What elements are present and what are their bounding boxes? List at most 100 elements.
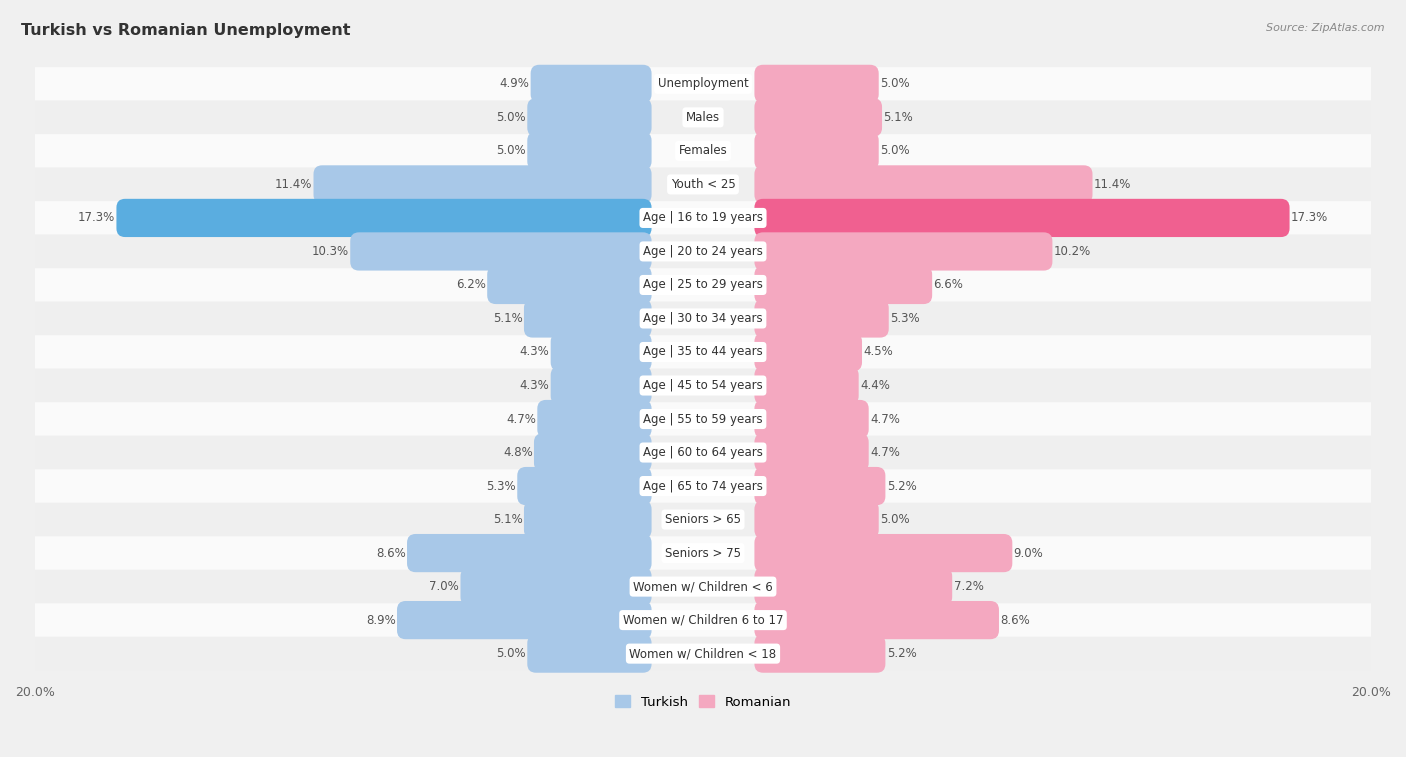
FancyBboxPatch shape: [755, 534, 1012, 572]
Text: 8.6%: 8.6%: [1000, 614, 1031, 627]
FancyBboxPatch shape: [755, 467, 886, 505]
Text: 4.9%: 4.9%: [499, 77, 529, 90]
FancyBboxPatch shape: [755, 568, 952, 606]
Text: 8.6%: 8.6%: [375, 547, 406, 559]
FancyBboxPatch shape: [35, 302, 1371, 335]
FancyBboxPatch shape: [755, 132, 879, 170]
Text: 5.0%: 5.0%: [880, 513, 910, 526]
Text: 5.3%: 5.3%: [486, 479, 516, 493]
FancyBboxPatch shape: [35, 536, 1371, 570]
Text: 5.0%: 5.0%: [880, 77, 910, 90]
Text: 5.0%: 5.0%: [496, 145, 526, 157]
Text: Age | 65 to 74 years: Age | 65 to 74 years: [643, 479, 763, 493]
FancyBboxPatch shape: [527, 634, 651, 673]
Text: Age | 45 to 54 years: Age | 45 to 54 years: [643, 379, 763, 392]
FancyBboxPatch shape: [35, 637, 1371, 671]
FancyBboxPatch shape: [755, 232, 1053, 270]
Text: 11.4%: 11.4%: [274, 178, 312, 191]
Text: Age | 35 to 44 years: Age | 35 to 44 years: [643, 345, 763, 359]
FancyBboxPatch shape: [755, 266, 932, 304]
Text: 7.0%: 7.0%: [429, 580, 460, 593]
FancyBboxPatch shape: [755, 400, 869, 438]
FancyBboxPatch shape: [35, 503, 1371, 536]
Text: 11.4%: 11.4%: [1094, 178, 1132, 191]
Text: 5.1%: 5.1%: [494, 312, 523, 325]
FancyBboxPatch shape: [35, 235, 1371, 268]
Text: 5.0%: 5.0%: [880, 145, 910, 157]
Text: 5.2%: 5.2%: [887, 647, 917, 660]
FancyBboxPatch shape: [755, 199, 1289, 237]
Text: 5.3%: 5.3%: [890, 312, 920, 325]
FancyBboxPatch shape: [534, 434, 651, 472]
Text: 10.3%: 10.3%: [312, 245, 349, 258]
FancyBboxPatch shape: [755, 98, 882, 136]
Text: 5.1%: 5.1%: [494, 513, 523, 526]
Text: Turkish vs Romanian Unemployment: Turkish vs Romanian Unemployment: [21, 23, 350, 38]
FancyBboxPatch shape: [117, 199, 651, 237]
FancyBboxPatch shape: [551, 333, 651, 371]
FancyBboxPatch shape: [35, 402, 1371, 436]
Text: Seniors > 65: Seniors > 65: [665, 513, 741, 526]
FancyBboxPatch shape: [527, 132, 651, 170]
Text: Age | 20 to 24 years: Age | 20 to 24 years: [643, 245, 763, 258]
Text: 5.2%: 5.2%: [887, 479, 917, 493]
FancyBboxPatch shape: [524, 299, 651, 338]
Text: 5.1%: 5.1%: [883, 111, 912, 124]
Text: 5.0%: 5.0%: [496, 111, 526, 124]
Text: Women w/ Children 6 to 17: Women w/ Children 6 to 17: [623, 614, 783, 627]
FancyBboxPatch shape: [396, 601, 651, 639]
FancyBboxPatch shape: [35, 167, 1371, 201]
Text: Unemployment: Unemployment: [658, 77, 748, 90]
Text: 4.4%: 4.4%: [860, 379, 890, 392]
Text: 4.3%: 4.3%: [520, 345, 550, 359]
FancyBboxPatch shape: [35, 201, 1371, 235]
Text: Women w/ Children < 18: Women w/ Children < 18: [630, 647, 776, 660]
FancyBboxPatch shape: [35, 469, 1371, 503]
FancyBboxPatch shape: [755, 299, 889, 338]
Text: 4.7%: 4.7%: [870, 446, 900, 459]
Text: Age | 55 to 59 years: Age | 55 to 59 years: [643, 413, 763, 425]
Text: Women w/ Children < 6: Women w/ Children < 6: [633, 580, 773, 593]
FancyBboxPatch shape: [314, 165, 651, 204]
Text: 4.3%: 4.3%: [520, 379, 550, 392]
Text: 10.2%: 10.2%: [1053, 245, 1091, 258]
Text: Age | 30 to 34 years: Age | 30 to 34 years: [643, 312, 763, 325]
Text: 4.5%: 4.5%: [863, 345, 893, 359]
FancyBboxPatch shape: [755, 434, 869, 472]
FancyBboxPatch shape: [755, 601, 1000, 639]
Text: 4.7%: 4.7%: [870, 413, 900, 425]
FancyBboxPatch shape: [524, 500, 651, 539]
FancyBboxPatch shape: [755, 333, 862, 371]
FancyBboxPatch shape: [35, 335, 1371, 369]
FancyBboxPatch shape: [530, 65, 651, 103]
Text: Age | 16 to 19 years: Age | 16 to 19 years: [643, 211, 763, 224]
FancyBboxPatch shape: [35, 369, 1371, 402]
FancyBboxPatch shape: [527, 98, 651, 136]
Text: Males: Males: [686, 111, 720, 124]
Text: Youth < 25: Youth < 25: [671, 178, 735, 191]
Text: 4.7%: 4.7%: [506, 413, 536, 425]
Text: Age | 60 to 64 years: Age | 60 to 64 years: [643, 446, 763, 459]
Text: 6.2%: 6.2%: [456, 279, 486, 291]
FancyBboxPatch shape: [755, 634, 886, 673]
FancyBboxPatch shape: [551, 366, 651, 405]
FancyBboxPatch shape: [755, 366, 859, 405]
Text: Females: Females: [679, 145, 727, 157]
FancyBboxPatch shape: [35, 67, 1371, 101]
Text: 17.3%: 17.3%: [1291, 211, 1329, 224]
FancyBboxPatch shape: [755, 65, 879, 103]
Text: 17.3%: 17.3%: [77, 211, 115, 224]
Text: 9.0%: 9.0%: [1014, 547, 1043, 559]
Legend: Turkish, Romanian: Turkish, Romanian: [609, 690, 797, 714]
FancyBboxPatch shape: [537, 400, 651, 438]
FancyBboxPatch shape: [517, 467, 651, 505]
Text: 8.9%: 8.9%: [366, 614, 395, 627]
Text: 5.0%: 5.0%: [496, 647, 526, 660]
FancyBboxPatch shape: [35, 134, 1371, 167]
FancyBboxPatch shape: [350, 232, 651, 270]
FancyBboxPatch shape: [755, 500, 879, 539]
FancyBboxPatch shape: [35, 436, 1371, 469]
Text: Age | 25 to 29 years: Age | 25 to 29 years: [643, 279, 763, 291]
FancyBboxPatch shape: [406, 534, 651, 572]
FancyBboxPatch shape: [35, 101, 1371, 134]
